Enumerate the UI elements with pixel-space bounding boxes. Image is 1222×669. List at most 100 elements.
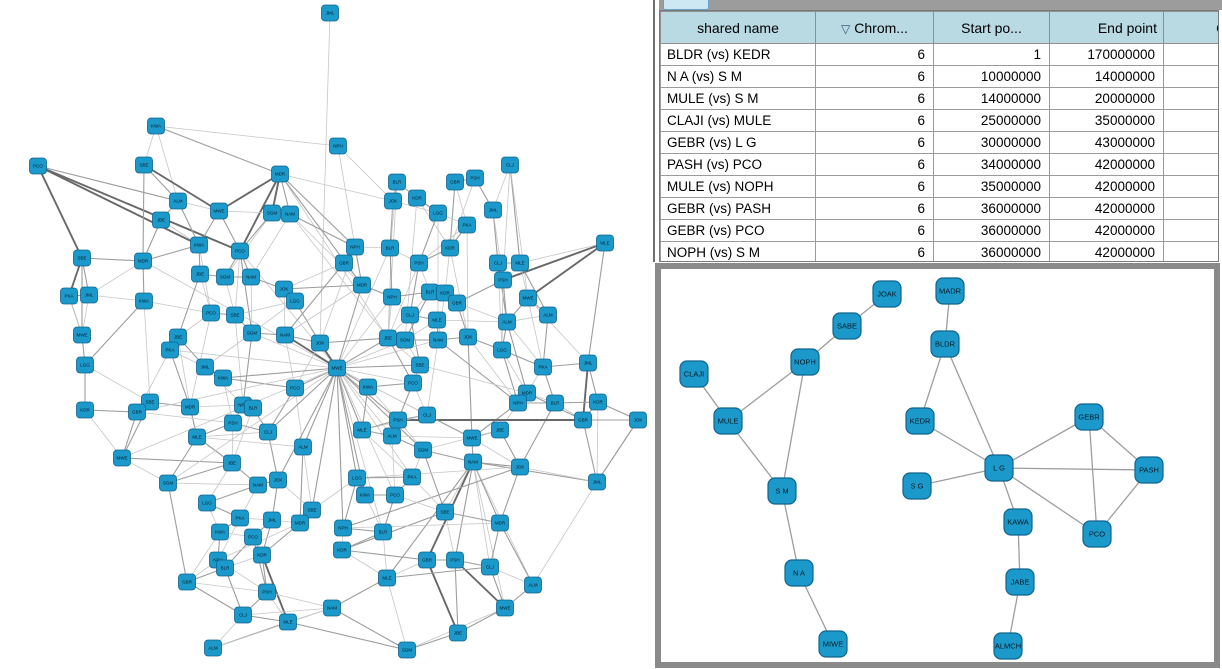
- node-shape[interactable]: [713, 407, 743, 435]
- node-shape[interactable]: [242, 268, 260, 286]
- graph-node[interactable]: PSH: [389, 411, 407, 429]
- graph-node[interactable]: SBE: [73, 249, 91, 267]
- graph-node[interactable]: MDR: [491, 514, 509, 532]
- graph-node[interactable]: ALM: [539, 306, 557, 324]
- cell-value[interactable]: 8.4: [1163, 219, 1218, 242]
- cell-value[interactable]: 25000000: [933, 109, 1050, 132]
- node-shape[interactable]: [281, 205, 299, 223]
- node-shape[interactable]: [211, 523, 229, 541]
- graph-node[interactable]: KDR: [333, 541, 351, 559]
- graph-node[interactable]: CLJ: [234, 606, 252, 624]
- node-shape[interactable]: [135, 292, 153, 310]
- node-shape[interactable]: [60, 287, 78, 305]
- node-shape[interactable]: [181, 398, 199, 416]
- cell-value[interactable]: 16.9: [1163, 131, 1218, 154]
- graph-node[interactable]: JML: [588, 473, 606, 491]
- node-shape[interactable]: [872, 280, 902, 308]
- graph-node[interactable]: JOK: [311, 334, 329, 352]
- node-shape[interactable]: [379, 329, 397, 347]
- node-shape[interactable]: [73, 249, 91, 267]
- cell-value[interactable]: 7.5: [1163, 87, 1218, 110]
- graph-node[interactable]: MLE: [596, 234, 614, 252]
- node-shape[interactable]: [249, 476, 267, 494]
- node-shape[interactable]: [679, 360, 709, 388]
- graph-node[interactable]: BLR: [421, 283, 439, 301]
- graph-node[interactable]: SGM: [263, 204, 281, 222]
- graph-node[interactable]: NPH: [346, 238, 364, 256]
- graph-node[interactable]: PSH: [446, 551, 464, 569]
- table-tab[interactable]: [663, 0, 709, 10]
- graph-node[interactable]: CLJ: [259, 423, 277, 441]
- graph-node[interactable]: GBR: [178, 573, 196, 591]
- cell-value[interactable]: 6: [815, 87, 934, 110]
- graph-node[interactable]: LGG: [286, 292, 304, 310]
- node-shape[interactable]: [141, 393, 159, 411]
- node-shape[interactable]: [466, 169, 484, 187]
- node-shape[interactable]: [539, 306, 557, 324]
- graph-node[interactable]: PASH: [1134, 456, 1164, 484]
- cell-value[interactable]: 42000000: [1049, 197, 1164, 220]
- node-shape[interactable]: [113, 449, 131, 467]
- node-shape[interactable]: [269, 471, 287, 489]
- table-row[interactable]: CLAJI (vs) MULE625000000350000005.9: [660, 109, 1218, 132]
- graph-node[interactable]: KEDR: [905, 407, 935, 435]
- graph-node[interactable]: PCO: [1082, 520, 1112, 548]
- node-shape[interactable]: [134, 252, 152, 270]
- graph-node[interactable]: PSH: [494, 271, 512, 289]
- node-shape[interactable]: [321, 4, 339, 22]
- graph-node[interactable]: ALM: [169, 192, 187, 210]
- node-shape[interactable]: [374, 523, 392, 541]
- cell-shared-name[interactable]: PASH (vs) PCO: [660, 153, 816, 176]
- node-shape[interactable]: [279, 613, 297, 631]
- node-shape[interactable]: [905, 407, 935, 435]
- graph-node[interactable]: SBE: [436, 503, 454, 521]
- node-shape[interactable]: [76, 356, 94, 374]
- node-shape[interactable]: [263, 511, 281, 529]
- graph-node[interactable]: JBE: [449, 624, 467, 642]
- node-shape[interactable]: [259, 423, 277, 441]
- node-shape[interactable]: [398, 641, 416, 659]
- graph-node[interactable]: BLR: [244, 399, 262, 417]
- node-shape[interactable]: [429, 204, 447, 222]
- node-shape[interactable]: [501, 156, 519, 174]
- node-shape[interactable]: [231, 242, 249, 260]
- graph-node[interactable]: CLJ: [401, 306, 419, 324]
- node-shape[interactable]: [519, 289, 537, 307]
- graph-node[interactable]: JABE: [1005, 568, 1035, 596]
- node-shape[interactable]: [188, 428, 206, 446]
- graph-node[interactable]: MIWE: [818, 630, 848, 658]
- graph-node[interactable]: JBE: [191, 265, 209, 283]
- graph-node[interactable]: JOAK: [872, 280, 902, 308]
- node-shape[interactable]: [589, 393, 607, 411]
- graph-node[interactable]: CLJ: [501, 156, 519, 174]
- graph-node[interactable]: NPH: [383, 288, 401, 306]
- node-shape[interactable]: [353, 421, 371, 439]
- graph-node[interactable]: MLE: [353, 421, 371, 439]
- graph-node[interactable]: MDR: [271, 165, 289, 183]
- node-shape[interactable]: [1082, 520, 1112, 548]
- graph-node[interactable]: JOK: [459, 328, 477, 346]
- cell-value[interactable]: 170000000: [1049, 43, 1164, 66]
- node-shape[interactable]: [1003, 508, 1033, 536]
- node-shape[interactable]: [294, 438, 312, 456]
- node-shape[interactable]: [459, 328, 477, 346]
- cell-value[interactable]: 1: [933, 43, 1050, 66]
- node-shape[interactable]: [935, 277, 965, 305]
- graph-node[interactable]: NPH: [334, 519, 352, 537]
- graph-node[interactable]: KWA: [147, 117, 165, 135]
- node-shape[interactable]: [383, 427, 401, 445]
- cell-shared-name[interactable]: MULE (vs) S M: [660, 87, 816, 110]
- cell-value[interactable]: 192.0: [1163, 43, 1218, 66]
- cell-value[interactable]: 10000000: [933, 65, 1050, 88]
- graph-node[interactable]: LGG: [429, 204, 447, 222]
- graph-node[interactable]: PKA: [60, 287, 78, 305]
- node-shape[interactable]: [491, 421, 509, 439]
- graph-node[interactable]: JOK: [269, 471, 287, 489]
- cell-value[interactable]: 35000000: [1049, 109, 1164, 132]
- node-shape[interactable]: [832, 312, 862, 340]
- graph-node[interactable]: ALM: [524, 576, 542, 594]
- table-row[interactable]: N A (vs) S M610000000140000006.6: [660, 65, 1218, 88]
- node-shape[interactable]: [328, 359, 346, 377]
- node-shape[interactable]: [418, 551, 436, 569]
- node-shape[interactable]: [441, 239, 459, 257]
